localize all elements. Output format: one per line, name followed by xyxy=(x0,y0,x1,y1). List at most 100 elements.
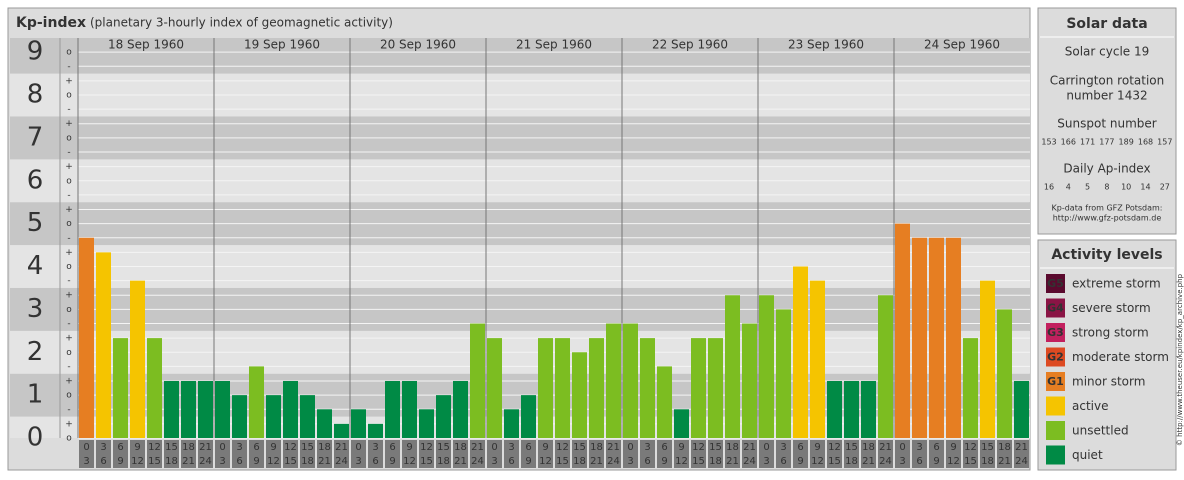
x-tick-label: 15 xyxy=(573,442,586,453)
x-tick-label: 18 xyxy=(454,442,467,453)
band xyxy=(10,416,1030,438)
bar xyxy=(147,338,162,438)
bar xyxy=(504,409,519,438)
time-box xyxy=(946,440,961,468)
minor-tick-label: o xyxy=(66,91,72,101)
y-tick-label: 9 xyxy=(27,37,44,67)
x-tick-label: 18 xyxy=(182,442,195,453)
x-tick-label: 3 xyxy=(372,442,378,453)
minor-tick-label: + xyxy=(65,376,73,386)
x-tick-label: 15 xyxy=(964,456,977,467)
x-tick-label: 12 xyxy=(675,456,688,467)
sunspot-value: 168 xyxy=(1138,138,1153,147)
time-box xyxy=(1014,440,1029,468)
x-tick-label: 12 xyxy=(947,456,960,467)
x-tick-label: 12 xyxy=(148,442,161,453)
bar xyxy=(793,266,808,438)
minor-tick-label: - xyxy=(67,276,70,286)
x-tick-label: 6 xyxy=(780,456,786,467)
time-box xyxy=(300,440,315,468)
minor-tick-label: - xyxy=(67,190,70,200)
bar xyxy=(402,380,417,438)
x-tick-label: 3 xyxy=(83,456,89,467)
x-tick-label: 9 xyxy=(950,442,956,453)
bar xyxy=(470,323,485,438)
chart-subtitle: (planetary 3-hourly index of geomagnetic… xyxy=(90,16,393,30)
x-tick-label: 9 xyxy=(797,456,803,467)
minor-tick-label: + xyxy=(65,334,73,344)
time-box xyxy=(453,440,468,468)
bar xyxy=(555,338,570,438)
minor-tick-label: - xyxy=(67,62,70,72)
y-tick-label: 5 xyxy=(27,208,44,238)
bar xyxy=(385,380,400,438)
time-box xyxy=(113,440,128,468)
minor-tick-label: o xyxy=(66,133,72,143)
x-tick-label: 9 xyxy=(933,456,939,467)
x-tick-label: 15 xyxy=(692,456,705,467)
bar xyxy=(929,237,944,438)
bar xyxy=(232,395,247,438)
x-tick-label: 21 xyxy=(1015,442,1028,453)
bar xyxy=(538,338,553,438)
legend-swatch xyxy=(1046,445,1065,465)
ap-value: 14 xyxy=(1140,183,1150,192)
solar-title: Solar data xyxy=(1066,16,1147,32)
bar xyxy=(759,295,774,438)
bar xyxy=(334,423,349,438)
time-box xyxy=(810,440,825,468)
legend-badge: G3 xyxy=(1047,326,1064,339)
legend-swatch xyxy=(1046,421,1065,440)
x-tick-label: 18 xyxy=(437,456,450,467)
time-box xyxy=(96,440,111,468)
bar xyxy=(436,395,451,438)
time-box xyxy=(674,440,689,468)
x-tick-label: 21 xyxy=(590,456,603,467)
x-tick-label: 3 xyxy=(355,456,361,467)
time-box xyxy=(895,440,910,468)
minor-tick-label: o xyxy=(66,262,72,272)
x-tick-label: 3 xyxy=(644,442,650,453)
x-tick-label: 15 xyxy=(165,442,178,453)
solar-panel xyxy=(1037,7,1177,235)
legend-label: quiet xyxy=(1072,448,1103,462)
time-box xyxy=(147,440,162,468)
time-box xyxy=(351,440,366,468)
x-tick-label: 24 xyxy=(471,456,484,467)
x-tick-label: 12 xyxy=(403,456,416,467)
band xyxy=(10,38,1030,74)
x-tick-label: 18 xyxy=(301,456,314,467)
day-label: 22 Sep 1960 xyxy=(652,38,728,52)
bar xyxy=(215,380,230,438)
x-tick-label: 18 xyxy=(862,442,875,453)
sunspot-value: 171 xyxy=(1080,138,1095,147)
legend-swatch xyxy=(1046,298,1065,318)
time-box xyxy=(130,440,145,468)
time-box xyxy=(997,440,1012,468)
legend-label: extreme storm xyxy=(1072,277,1161,291)
x-tick-label: 24 xyxy=(335,456,348,467)
time-box xyxy=(334,440,349,468)
time-box xyxy=(470,440,485,468)
bar xyxy=(878,295,893,438)
x-tick-label: 3 xyxy=(763,456,769,467)
time-box xyxy=(521,440,536,468)
minor-tick-label: o xyxy=(66,176,72,186)
sunspot-value: 189 xyxy=(1119,138,1134,147)
minor-tick-label: - xyxy=(67,405,70,415)
time-box xyxy=(572,440,587,468)
x-tick-label: 18 xyxy=(318,442,331,453)
bar xyxy=(895,223,910,438)
x-tick-label: 6 xyxy=(372,456,378,467)
x-tick-label: 12 xyxy=(131,456,144,467)
minor-tick-label: + xyxy=(65,119,73,129)
bar xyxy=(300,395,315,438)
x-tick-label: 15 xyxy=(301,442,314,453)
bar xyxy=(79,237,94,438)
x-tick-label: 9 xyxy=(525,456,531,467)
time-box xyxy=(266,440,281,468)
day-label: 21 Sep 1960 xyxy=(516,38,592,52)
bar xyxy=(1014,380,1029,438)
legend-label: active xyxy=(1072,399,1108,413)
legend-label: moderate storm xyxy=(1072,350,1169,364)
